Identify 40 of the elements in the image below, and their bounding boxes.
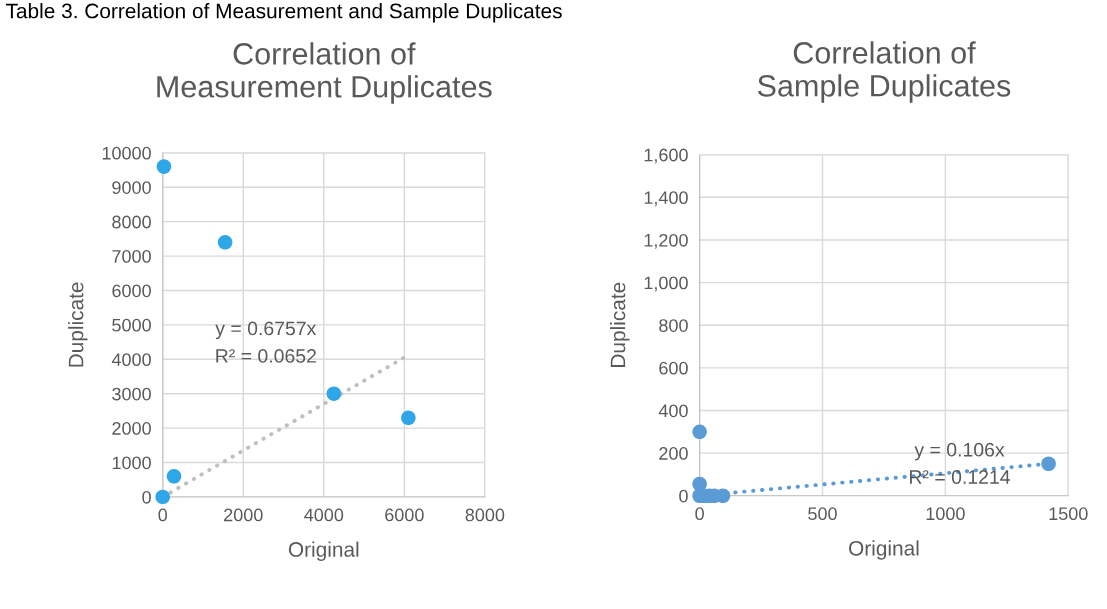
y-tick-label: 3000 <box>112 387 151 401</box>
x-axis-title: Original <box>288 541 359 561</box>
y-tick-label: 1000 <box>112 456 151 470</box>
y-tick-label: 8000 <box>112 215 151 229</box>
y-tick-label: 10000 <box>102 146 151 160</box>
caption: Table 3. Correlation of Measurement and Sample Duplicates <box>6 3 562 23</box>
y-tick-label: 0 <box>142 490 151 504</box>
annotation: R² = 0.0652 <box>216 349 316 363</box>
y-tick-label: 2000 <box>112 422 151 435</box>
x-tick-label: 1000 <box>926 507 965 521</box>
annotation: y = 0.6757x <box>215 321 317 340</box>
y-tick-label: 5000 <box>112 318 151 332</box>
chart-title: Correlation of Measurement Duplicates <box>157 42 492 104</box>
x-tick-label: 6000 <box>385 508 424 522</box>
x-tick-label: 2000 <box>224 508 263 522</box>
y-tick-label: 1,000 <box>644 276 688 292</box>
y-tick-label: 0 <box>679 489 688 503</box>
y-tick-label: 4000 <box>111 353 151 367</box>
y-tick-label: 400 <box>658 404 688 418</box>
chart-title: Correlation of Sample Duplicates <box>757 41 1011 103</box>
y-tick-label: 800 <box>659 319 688 332</box>
y-tick-label: 200 <box>659 447 688 460</box>
x-tick-label: 0 <box>158 508 168 522</box>
y-tick-label: 600 <box>659 361 688 375</box>
x-tick-label: 1500 <box>1049 507 1088 521</box>
annotation: y = 0.106x <box>914 442 1005 461</box>
y-tick-label: 1,600 <box>644 148 688 164</box>
y-axis-title: Duplicate <box>610 282 630 367</box>
x-tick-label: 4000 <box>304 508 344 522</box>
x-axis-title: Original <box>849 540 919 560</box>
y-tick-label: 1,200 <box>644 233 688 249</box>
y-tick-label: 1,400 <box>644 191 688 207</box>
x-tick-label: 8000 <box>465 508 505 522</box>
y-tick-label: 7000 <box>112 250 151 263</box>
y-tick-label: 6000 <box>112 284 151 298</box>
y-axis-title: Duplicate <box>68 282 88 367</box>
annotation: R² = 0.1214 <box>910 470 1011 484</box>
x-tick-label: 0 <box>695 507 704 521</box>
x-tick-label: 500 <box>808 507 837 521</box>
y-tick-label: 9000 <box>112 181 151 194</box>
